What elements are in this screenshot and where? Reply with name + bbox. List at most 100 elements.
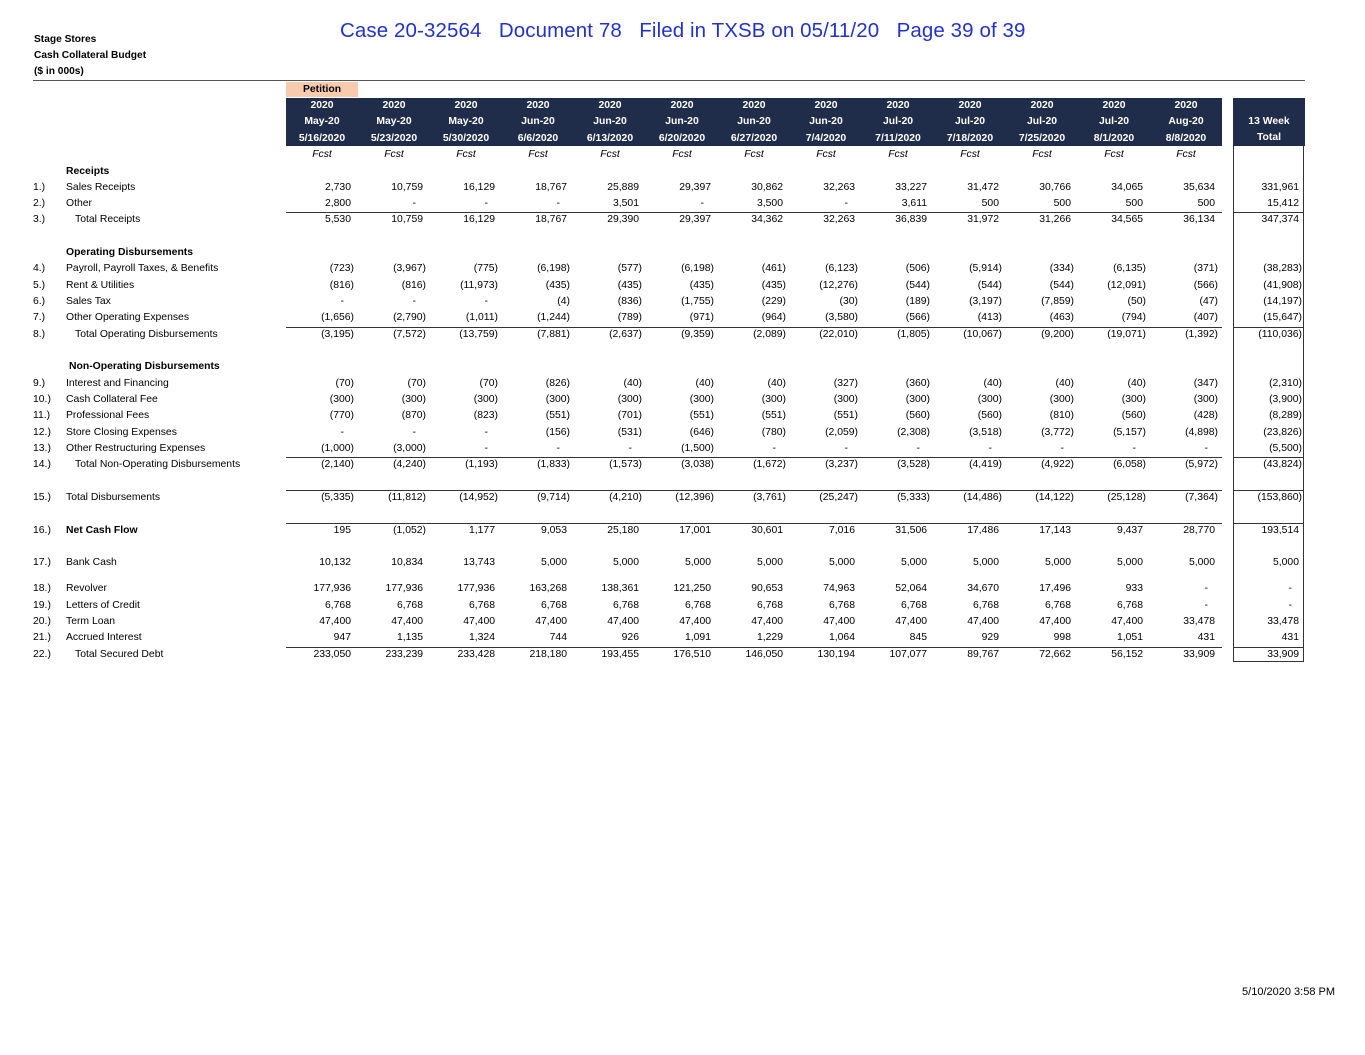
value-cell: 47,400 (823, 615, 855, 627)
row-number: 14.) (33, 459, 51, 471)
value-cell: (435) (689, 279, 714, 291)
value-cell: (25,247) (819, 492, 858, 504)
value-cell: 177,936 (313, 583, 351, 595)
total-cell: (153,860) (1257, 492, 1302, 504)
value-cell: (360) (905, 377, 930, 389)
value-cell: 9,437 (1116, 524, 1143, 536)
column-header-month: Jul-20 (954, 116, 986, 128)
value-cell: (531) (617, 426, 642, 438)
row-label: Net Cash Flow (66, 524, 138, 536)
value-cell: (9,714) (537, 492, 570, 504)
subtotal-rule (286, 490, 1222, 492)
value-cell: 6,768 (396, 599, 423, 611)
units-label: ($ in 000s) (34, 66, 84, 77)
value-cell: (3,967) (393, 263, 426, 275)
column-header-month: Aug-20 (1168, 116, 1204, 128)
value-cell: (9,200) (1041, 328, 1074, 340)
value-cell: (3,761) (753, 492, 786, 504)
value-cell: (14,486) (963, 492, 1002, 504)
value-cell: (1,011) (465, 312, 498, 324)
value-cell: (6,058) (1113, 459, 1146, 471)
subtotal-rule (1233, 522, 1304, 524)
value-cell: - (340, 296, 344, 308)
value-cell: (300) (689, 394, 714, 406)
value-cell: 47,400 (319, 615, 351, 627)
total-cell: 15,412 (1267, 198, 1299, 210)
forecast-label: Fcst (456, 149, 476, 160)
value-cell: (2,059) (825, 426, 858, 438)
column-header-year: 2020 (670, 100, 694, 111)
total-column-header: 13 Week Total (1233, 98, 1305, 146)
row-label: Professional Fees (66, 410, 150, 422)
value-cell: - (916, 443, 920, 455)
row-label: Term Loan (66, 615, 116, 627)
value-cell: (4,922) (1041, 459, 1074, 471)
value-cell: (435) (545, 279, 570, 291)
value-cell: 16,129 (463, 181, 495, 193)
subtotal-rule (286, 457, 1222, 459)
value-cell: (300) (905, 394, 930, 406)
value-cell: (566) (1193, 279, 1218, 291)
subtotal-rule (1233, 646, 1304, 648)
total-header-line1: 13 Week (1248, 116, 1290, 127)
value-cell: 17,486 (967, 524, 999, 536)
value-cell: - (844, 198, 848, 210)
value-cell: 16,129 (463, 214, 495, 226)
value-cell: 6,768 (756, 599, 783, 611)
value-cell: (12,091) (1107, 279, 1146, 291)
value-cell: (4,210) (609, 492, 642, 504)
value-cell: 2,730 (324, 181, 351, 193)
value-cell: 3,501 (612, 198, 639, 210)
row-number: 8.) (33, 328, 46, 340)
petition-badge: Petition (286, 82, 358, 97)
column-header: 2020 Jul-20 8/1/2020 (1078, 98, 1150, 147)
value-cell: 5,000 (1044, 557, 1071, 569)
value-cell: (3,000) (393, 443, 426, 455)
row-number: 22.) (33, 648, 51, 660)
value-cell: 5,000 (972, 557, 999, 569)
value-cell: 5,000 (684, 557, 711, 569)
value-cell: 47,400 (607, 615, 639, 627)
value-cell: (300) (545, 394, 570, 406)
value-cell: (70) (407, 377, 426, 389)
value-cell: 744 (549, 632, 567, 644)
value-cell: (463) (1049, 312, 1074, 324)
column-header-year: 2020 (454, 100, 478, 111)
table-row: 4.) Payroll, Payroll Taxes, & Benefits (72… (0, 261, 1365, 277)
report-title: Cash Collateral Budget (34, 50, 147, 61)
row-label: Total Receipts (75, 214, 141, 226)
value-cell: (11,973) (460, 279, 498, 291)
value-cell: (3,197) (969, 296, 1002, 308)
value-cell: (1,392) (1185, 328, 1218, 340)
column-header: 2020 May-20 5/23/2020 (358, 98, 430, 147)
value-cell: (826) (545, 377, 570, 389)
value-cell: 47,400 (391, 615, 423, 627)
value-cell: 1,229 (756, 632, 783, 644)
value-cell: 36,839 (895, 214, 927, 226)
value-cell: (1,672) (753, 459, 786, 471)
value-cell: 30,862 (751, 181, 783, 193)
column-header: 2020 Jun-20 6/6/2020 (502, 98, 574, 147)
value-cell: 52,064 (895, 583, 927, 595)
row-label: Total Non-Operating Disbursements (75, 459, 241, 471)
value-cell: 35,634 (1183, 181, 1215, 193)
value-cell: (50) (1127, 296, 1146, 308)
value-cell: 6,768 (540, 599, 567, 611)
column-header-year: 2020 (1174, 100, 1198, 111)
column-header-date: 6/6/2020 (517, 132, 559, 144)
subtotal-rule (1233, 490, 1304, 492)
row-number: 12.) (33, 426, 51, 438)
column-header: 2020 May-20 5/30/2020 (430, 98, 502, 147)
value-cell: (11,812) (388, 492, 426, 504)
total-cell: 193,514 (1261, 524, 1299, 536)
value-cell: 1,064 (828, 632, 855, 644)
value-cell: (40) (623, 377, 642, 389)
value-cell: 500 (981, 198, 999, 210)
table-row: 19.) Letters of Credit 6,768 6,768 6,768 6,76… (0, 598, 1365, 614)
value-cell: 233,050 (313, 648, 351, 660)
value-cell: 18,767 (535, 181, 567, 193)
value-cell: (560) (977, 410, 1002, 422)
value-cell: (40) (767, 377, 786, 389)
table-row: 11.) Professional Fees (770) (870) (823) (551… (0, 408, 1365, 424)
value-cell: 6,768 (684, 599, 711, 611)
